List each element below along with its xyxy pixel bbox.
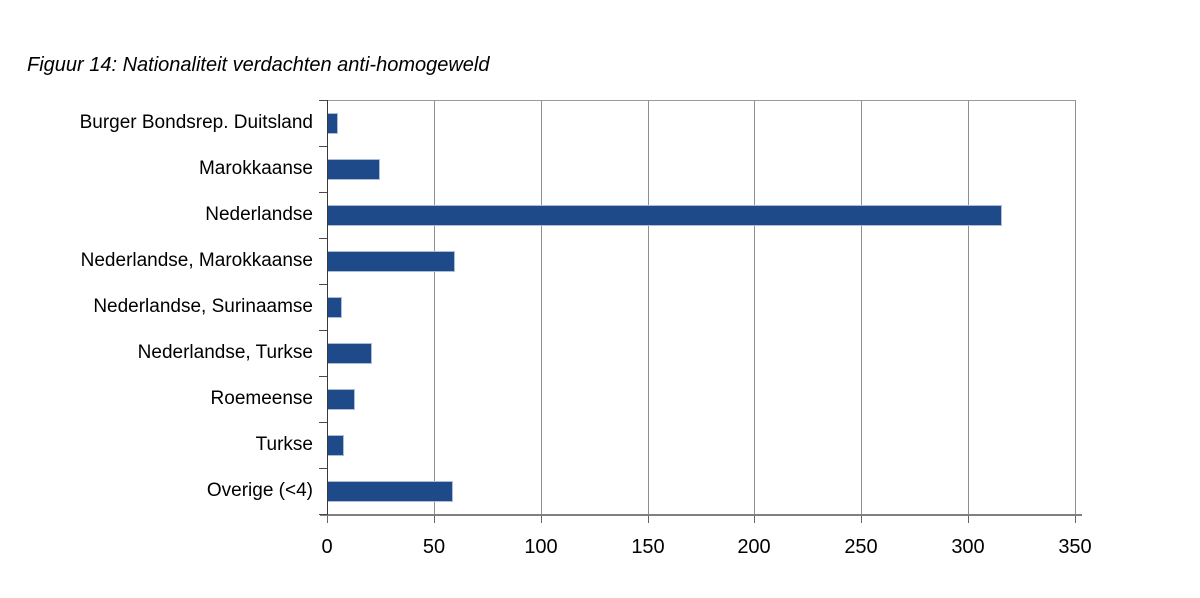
value-label-200: 200 bbox=[737, 536, 771, 558]
category-tick-8 bbox=[319, 468, 327, 469]
value-tick-350 bbox=[1075, 516, 1076, 523]
category-label-8: Overige (<4) bbox=[206, 480, 313, 501]
value-tick-200 bbox=[754, 516, 755, 523]
category-tick-5 bbox=[319, 330, 327, 331]
bar-1 bbox=[327, 159, 380, 180]
chart-title: Figuur 14: Nationaliteit verdachten anti… bbox=[27, 54, 490, 76]
category-label-2: Nederlandse bbox=[205, 204, 313, 225]
value-label-300: 300 bbox=[951, 536, 985, 558]
value-label-250: 250 bbox=[844, 536, 878, 558]
value-label-50: 50 bbox=[422, 536, 446, 558]
gridline-100 bbox=[541, 101, 542, 515]
category-tick-4 bbox=[319, 284, 327, 285]
gridline-150 bbox=[648, 101, 649, 515]
category-label-6: Roemeense bbox=[210, 388, 313, 409]
value-tick-250 bbox=[861, 516, 862, 523]
gridline-50 bbox=[434, 101, 435, 515]
bar-3 bbox=[327, 251, 455, 272]
value-tick-150 bbox=[648, 516, 649, 523]
category-tick-0 bbox=[319, 100, 327, 101]
bar-7 bbox=[327, 435, 344, 456]
bar-5 bbox=[327, 343, 372, 364]
category-tick-1 bbox=[319, 146, 327, 147]
value-label-0: 0 bbox=[321, 536, 333, 558]
value-label-350: 350 bbox=[1058, 536, 1092, 558]
bar-8 bbox=[327, 481, 453, 502]
category-axis-line bbox=[327, 100, 328, 515]
category-label-0: Burger Bondsrep. Duitsland bbox=[79, 112, 313, 133]
value-tick-100 bbox=[541, 516, 542, 523]
value-axis-line bbox=[320, 514, 1082, 516]
gridline-300 bbox=[968, 101, 969, 515]
gridline-250 bbox=[861, 101, 862, 515]
category-label-7: Turkse bbox=[255, 434, 313, 455]
value-tick-0 bbox=[327, 516, 328, 523]
bar-0 bbox=[327, 113, 338, 134]
category-label-5: Nederlandse, Turkse bbox=[137, 342, 313, 363]
plot-area bbox=[327, 100, 1076, 515]
category-tick-2 bbox=[319, 192, 327, 193]
gridline-350 bbox=[1075, 101, 1076, 515]
value-tick-50 bbox=[434, 516, 435, 523]
category-tick-6 bbox=[319, 376, 327, 377]
category-tick-7 bbox=[319, 422, 327, 423]
category-label-3: Nederlandse, Marokkaanse bbox=[80, 250, 313, 271]
value-label-100: 100 bbox=[524, 536, 558, 558]
bar-6 bbox=[327, 389, 355, 410]
bar-2 bbox=[327, 205, 1002, 226]
bar-4 bbox=[327, 297, 342, 318]
gridline-200 bbox=[754, 101, 755, 515]
category-label-1: Marokkaanse bbox=[198, 158, 313, 179]
category-tick-end bbox=[319, 514, 327, 515]
value-label-150: 150 bbox=[631, 536, 665, 558]
category-label-4: Nederlandse, Surinaamse bbox=[93, 296, 313, 317]
value-tick-300 bbox=[968, 516, 969, 523]
category-tick-3 bbox=[319, 238, 327, 239]
